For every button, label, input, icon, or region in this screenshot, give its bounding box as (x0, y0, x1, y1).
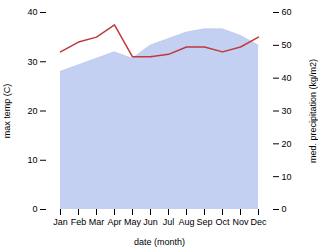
svg-text:Sep: Sep (196, 217, 212, 227)
svg-text:Mar: Mar (89, 217, 105, 227)
svg-text:60: 60 (282, 7, 292, 17)
svg-text:30: 30 (282, 106, 292, 116)
svg-text:40: 40 (282, 73, 292, 83)
svg-text:10: 10 (282, 172, 292, 182)
svg-text:Oct: Oct (215, 217, 230, 227)
svg-text:max temp (C): max temp (C) (2, 84, 12, 139)
svg-text:0: 0 (282, 204, 287, 214)
svg-text:Jul: Jul (163, 217, 175, 227)
svg-text:30: 30 (27, 57, 37, 67)
svg-text:date (month): date (month) (134, 237, 185, 247)
svg-text:Nov: Nov (232, 217, 249, 227)
svg-text:20: 20 (27, 106, 37, 116)
svg-text:May: May (124, 217, 142, 227)
svg-text:Apr: Apr (107, 217, 121, 227)
svg-text:50: 50 (282, 40, 292, 50)
svg-text:Dec: Dec (250, 217, 267, 227)
svg-text:40: 40 (27, 7, 37, 17)
svg-text:med. precipitation (kg/m2): med. precipitation (kg/m2) (308, 59, 318, 163)
svg-text:Feb: Feb (71, 217, 87, 227)
svg-text:Jun: Jun (143, 217, 158, 227)
svg-text:Jan: Jan (53, 217, 68, 227)
svg-text:Aug: Aug (178, 217, 194, 227)
svg-text:10: 10 (27, 155, 37, 165)
svg-text:0: 0 (32, 204, 37, 214)
svg-text:20: 20 (282, 139, 292, 149)
